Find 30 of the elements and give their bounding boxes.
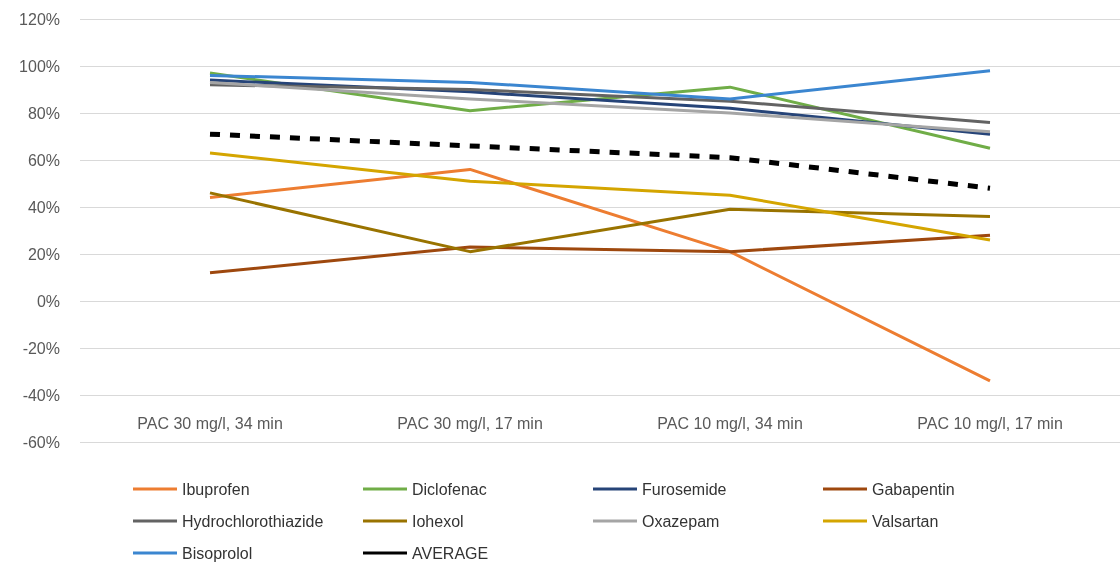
- y-tick-label: 60%: [27, 151, 60, 169]
- line-series: [208, 191, 992, 254]
- x-tick-label: PAC 10 mg/l, 17 min: [917, 414, 1063, 432]
- x-tick-label: PAC 30 mg/l, 17 min: [397, 414, 543, 432]
- line-series: [208, 233, 992, 275]
- legend-label: Iohexol: [412, 512, 464, 530]
- line-series: [208, 83, 992, 124]
- legend-label: Valsartan: [872, 512, 939, 530]
- y-tick-label: 80%: [27, 104, 60, 122]
- y-tick-label: -20%: [22, 339, 60, 357]
- legend-label: Ibuprofen: [182, 480, 250, 498]
- legend-label: AVERAGE: [412, 544, 489, 562]
- legend-label: Bisoprolol: [182, 544, 253, 562]
- line-series: [208, 167, 992, 383]
- x-tick-label: PAC 30 mg/l, 34 min: [137, 414, 283, 432]
- legend-label: Oxazepam: [642, 512, 720, 530]
- y-tick-label: -40%: [22, 386, 60, 404]
- y-tick-label: -60%: [22, 433, 60, 451]
- legend-label: Furosemide: [642, 480, 727, 498]
- line-series: [208, 151, 992, 242]
- y-tick-label: 0%: [36, 292, 60, 310]
- legend-label: Diclofenac: [412, 480, 487, 498]
- y-tick-label: 100%: [19, 57, 60, 75]
- line-series: [208, 69, 992, 101]
- y-tick-label: 120%: [19, 10, 60, 28]
- y-tick-label: 40%: [27, 198, 60, 216]
- y-tick-label: 20%: [27, 245, 60, 263]
- x-tick-label: PAC 10 mg/l, 34 min: [657, 414, 803, 432]
- legend-label: Hydrochlorothiazide: [182, 512, 324, 530]
- legend-label: Gabapentin: [872, 480, 955, 498]
